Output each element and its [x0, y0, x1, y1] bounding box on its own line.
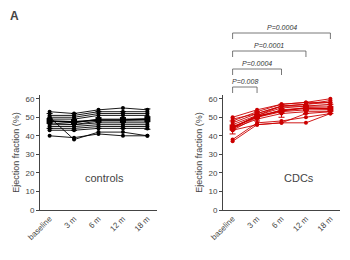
svg-text:50: 50	[208, 113, 217, 122]
svg-text:10: 10	[208, 187, 217, 196]
svg-text:P=0.0001: P=0.0001	[254, 42, 284, 49]
svg-text:6 m: 6 m	[270, 214, 286, 230]
svg-text:P=0.0004: P=0.0004	[267, 24, 297, 31]
svg-text:20: 20	[208, 169, 217, 178]
svg-text:6 m: 6 m	[87, 214, 103, 230]
svg-text:CDCs: CDCs	[284, 172, 314, 184]
svg-text:controls: controls	[85, 172, 124, 184]
svg-text:60: 60	[208, 95, 217, 104]
svg-text:0: 0	[213, 206, 218, 215]
svg-text:30: 30	[25, 150, 34, 159]
svg-text:50: 50	[25, 113, 34, 122]
svg-text:P=0.008: P=0.008	[232, 78, 258, 85]
svg-text:baseline: baseline	[209, 214, 237, 242]
svg-text:10: 10	[25, 187, 34, 196]
svg-text:0: 0	[30, 206, 35, 215]
svg-text:A: A	[10, 9, 19, 23]
svg-text:Ejection fraction (%): Ejection fraction (%)	[194, 112, 204, 193]
svg-text:18 m: 18 m	[133, 214, 152, 233]
svg-text:3 m: 3 m	[245, 214, 261, 230]
svg-text:12 m: 12 m	[291, 214, 310, 233]
svg-text:baseline: baseline	[26, 214, 54, 242]
svg-text:30: 30	[208, 150, 217, 159]
svg-text:40: 40	[25, 132, 34, 141]
svg-text:60: 60	[25, 95, 34, 104]
svg-text:Ejection fraction (%): Ejection fraction (%)	[11, 112, 21, 193]
svg-text:12 m: 12 m	[108, 214, 127, 233]
svg-text:40: 40	[208, 132, 217, 141]
svg-text:P=0.0004: P=0.0004	[242, 60, 272, 67]
svg-text:18 m: 18 m	[316, 214, 335, 233]
svg-text:3 m: 3 m	[62, 214, 78, 230]
svg-text:20: 20	[25, 169, 34, 178]
